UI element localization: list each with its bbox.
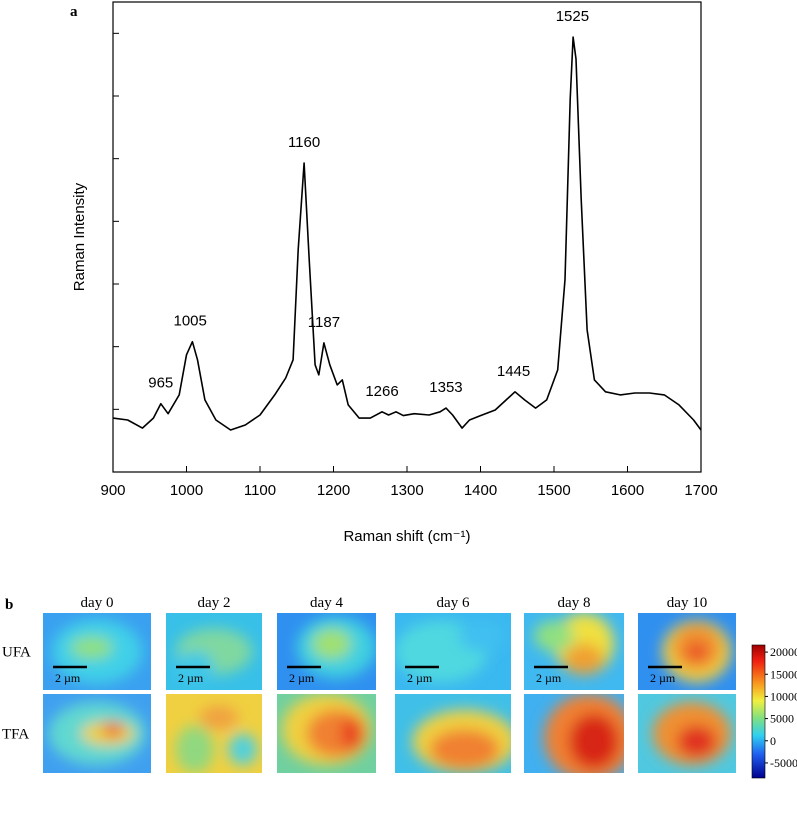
heatmap-blob — [429, 729, 500, 770]
scale-bar-label: 2 µm — [407, 671, 433, 685]
peak-label: 1005 — [173, 313, 206, 330]
heatmap-blob — [70, 636, 114, 660]
peak-label: 1266 — [365, 383, 398, 400]
heatmap-blob — [534, 620, 574, 652]
heatmap-blob — [687, 643, 707, 660]
heatmap-image — [166, 694, 262, 773]
heatmap-blob — [228, 733, 258, 766]
x-tick-label: 1200 — [317, 482, 350, 499]
heatmap-blob — [564, 643, 604, 675]
panel-label: a — [70, 4, 78, 20]
scale-bar-label: 2 µm — [178, 671, 204, 685]
heatmap-blobs — [412, 709, 511, 773]
colorbar-tick-label: 15000 — [770, 667, 797, 681]
heatmap-blob — [677, 725, 717, 758]
heatmap-blobs — [544, 694, 624, 773]
y-axis-label: Raman Intensity — [71, 182, 88, 291]
peak-label: 965 — [148, 375, 173, 392]
x-tick-label: 1100 — [244, 482, 276, 499]
scale-bar-label: 2 µm — [289, 671, 315, 685]
scale-bar-label: 2 µm — [536, 671, 562, 685]
plot-frame — [112, 1, 702, 473]
heatmap-image — [395, 694, 511, 773]
spectrum-line — [112, 36, 702, 431]
column-label: day 0 — [81, 595, 114, 611]
heatmap-image — [638, 694, 736, 773]
colorbar-tick-label: 5000 — [770, 712, 794, 726]
heatmap-blob — [175, 725, 214, 773]
heatmap-image — [524, 694, 624, 773]
scale-bar-label: 2 µm — [55, 671, 81, 685]
x-tick-label: 1500 — [537, 482, 570, 499]
column-label: day 6 — [437, 595, 470, 611]
column-label: day 10 — [667, 595, 707, 611]
column-label: day 4 — [310, 595, 343, 611]
heatmap-image — [277, 613, 376, 690]
heatmap-blobs — [296, 616, 376, 679]
heatmap-image — [524, 613, 624, 690]
heatmap-blobs — [48, 701, 146, 766]
x-tick-label: 1000 — [170, 482, 203, 499]
peak-label: 1187 — [308, 314, 340, 331]
heatmap-blob — [458, 620, 506, 652]
heatmap-image — [277, 694, 376, 773]
column-label: day 2 — [198, 595, 231, 611]
heatmap-blob — [341, 717, 362, 750]
colorbar-tick-label: 20000 — [770, 645, 797, 659]
x-tick-label: 1600 — [611, 482, 644, 499]
heatmap-image — [43, 694, 151, 773]
colorbar-tick-label: -5000 — [770, 756, 797, 770]
colorbar-tick-label: 10000 — [770, 689, 797, 703]
row-label: UFA — [2, 645, 31, 661]
colorbar-tick-label: 0 — [770, 734, 776, 748]
x-axis-label: Raman shift (cm⁻¹) — [343, 528, 470, 545]
heatmap-blob — [199, 705, 238, 730]
panel-label: b — [5, 597, 13, 613]
heatmap-panel: day 0 2 µm day 2 2 µm day 4 2 µm day 6 2 µm day … — [2, 595, 797, 779]
scale-bar-label: 2 µm — [650, 671, 676, 685]
heatmap-blobs — [534, 613, 614, 675]
x-tick-label: 1700 — [684, 482, 717, 499]
heatmap-blobs — [175, 705, 258, 773]
heatmap-blobs — [175, 628, 253, 683]
x-tick-label: 900 — [100, 482, 125, 499]
row-label: TFA — [2, 727, 29, 743]
column-label: day 8 — [558, 595, 591, 611]
x-tick-label: 1300 — [390, 482, 423, 499]
peak-label: 1353 — [429, 379, 462, 396]
peak-label: 1445 — [497, 363, 530, 380]
heatmap-blob — [311, 628, 352, 660]
heatmap-blob — [569, 713, 619, 770]
colorbar — [751, 644, 766, 779]
heatmap-blob — [102, 721, 124, 738]
heatmap-blobs — [652, 701, 732, 766]
heatmap-image — [166, 613, 262, 690]
peak-label: 1160 — [288, 134, 320, 151]
peak-label: 1525 — [556, 8, 589, 25]
x-tick-label: 1400 — [464, 482, 497, 499]
heatmap-blobs — [281, 694, 372, 766]
